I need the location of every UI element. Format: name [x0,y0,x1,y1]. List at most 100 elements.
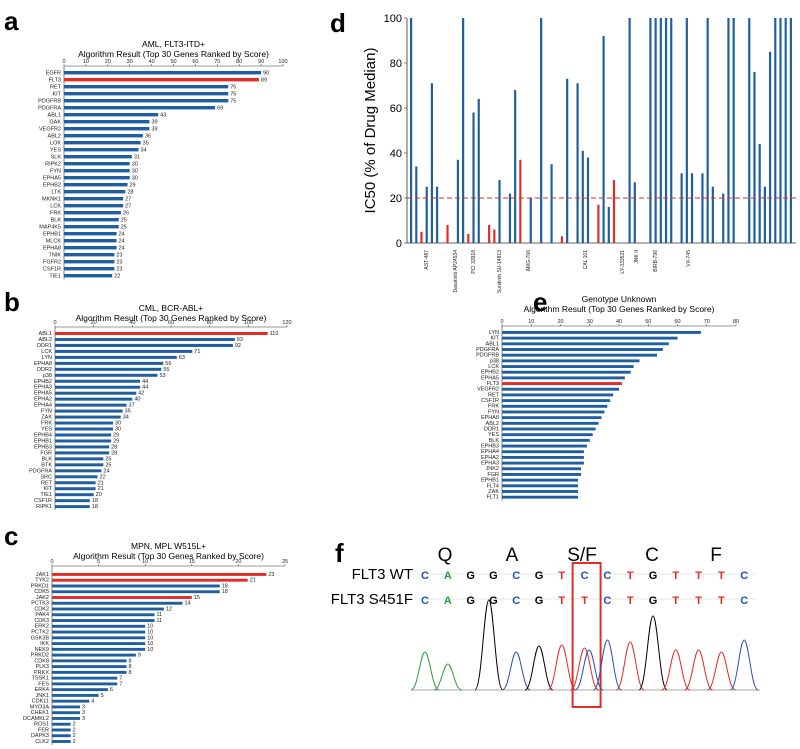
x-tick-label: 10 [528,319,534,325]
gene-label: CLK2 [35,739,49,745]
gene-label: LCK [50,203,61,209]
bar [64,106,216,110]
chart-panel-a: AML, FLT3-ITD+Algorithm Result (Top 30 G… [38,39,288,280]
gene-label: GSK3B [31,635,50,641]
base-call: T [627,570,634,582]
bar [64,127,150,131]
gene-label: EPHA4 [481,449,499,455]
x-tick-label: 80 [236,59,242,65]
x-tick-label: 10 [83,59,89,65]
bar-value-label: 55 [163,367,169,373]
gene-label: YES [41,427,52,433]
bar-value-label: 28 [111,450,117,456]
bar [52,665,127,669]
bar [52,659,127,663]
bar [502,433,593,437]
ic50-bar [706,18,709,243]
gene-label: MAP4K5 [39,224,61,230]
bar-value-label: 7 [119,681,122,687]
drug-label: AST-487 [424,250,430,270]
ic50-bar [722,193,725,243]
bar [64,155,132,159]
bar [64,253,115,257]
gene-label: PDGFRA [29,468,52,474]
ic50-bar [784,18,787,243]
gene-label: ABL2 [48,133,61,139]
gene-label: EPHA4 [34,403,52,409]
gene-label: TIE1 [49,273,61,279]
ic50-bar [477,99,480,243]
ic50-bar [758,144,761,243]
gene-label: PRKD1 [31,583,49,589]
gene-label: SLK [51,154,62,160]
bar-value-label: 71 [194,349,200,355]
y-tick-label: 80 [390,58,402,70]
ic50-bar [664,18,668,243]
gene-label: PCTK2 [31,630,49,636]
bar [55,403,127,407]
gene-label: VEGFR2 [477,387,499,393]
gene-label: MLCK [46,238,62,244]
bar-value-label: 30 [132,168,138,174]
gene-label: EPHA2 [481,455,499,461]
bar [502,370,631,374]
bar [52,682,118,686]
gene-label: EPHB2 [34,379,52,385]
gene-label: NEK9 [35,647,49,653]
gene-label: PCTK3 [31,601,49,607]
gene-label: JNK1 [36,693,49,699]
base-call: G [489,570,498,582]
bar-value-label: 27 [125,196,131,202]
bar [55,367,162,371]
bar [55,481,96,485]
ic50-bar [566,78,569,243]
gene-label: BLK [51,217,62,223]
bar [502,495,579,499]
bar [64,162,130,166]
gene-label: CSF1R [481,398,499,404]
bar [55,469,102,473]
bar [55,427,113,431]
gene-label: RET [488,392,500,398]
base-call: C [512,595,520,607]
gene-label: YES [488,432,499,438]
bar-value-label: 18 [222,589,228,595]
bar-value-label: 21 [250,578,256,584]
bar-value-label: 7 [119,676,122,682]
gene-label: KIT [490,336,499,342]
mutation-highlight-box [571,562,602,708]
x-tick-label: 40 [616,319,622,325]
base-call: T [695,595,702,607]
trace-peak [501,651,531,691]
gene-label: KIT [43,486,52,492]
ic50-bar [508,193,512,243]
bar [502,393,614,397]
bar [52,601,183,605]
ic50-bar [659,18,662,243]
bar [55,391,137,395]
ic50-bar [514,90,517,243]
ic50-bar [633,182,636,243]
gene-label: IKK [40,641,49,647]
gene-label: BLK [42,456,53,462]
x-tick-label: 0 [53,320,56,326]
gene-label: LOK [50,140,61,146]
gene-label: p38 [490,358,499,364]
chart-title: MPN, MPL W515L+ [131,541,206,551]
bar-value-label: 30 [115,427,121,433]
base-call: T [672,595,679,607]
trace-peak [547,644,577,691]
gene-label: EPHA5 [481,375,499,381]
gene-label: FLT3 [49,77,61,83]
ic50-bar [774,18,777,243]
bar [64,239,117,243]
x-tick-label: 20 [557,319,563,325]
y-tick-label: 60 [390,103,402,115]
gene-label: CDK11 [32,699,49,705]
bar [52,676,118,680]
base-call: C [603,595,611,607]
gene-label: FRK [50,210,61,216]
gene-label: LYN [42,355,52,361]
bar [502,410,605,414]
